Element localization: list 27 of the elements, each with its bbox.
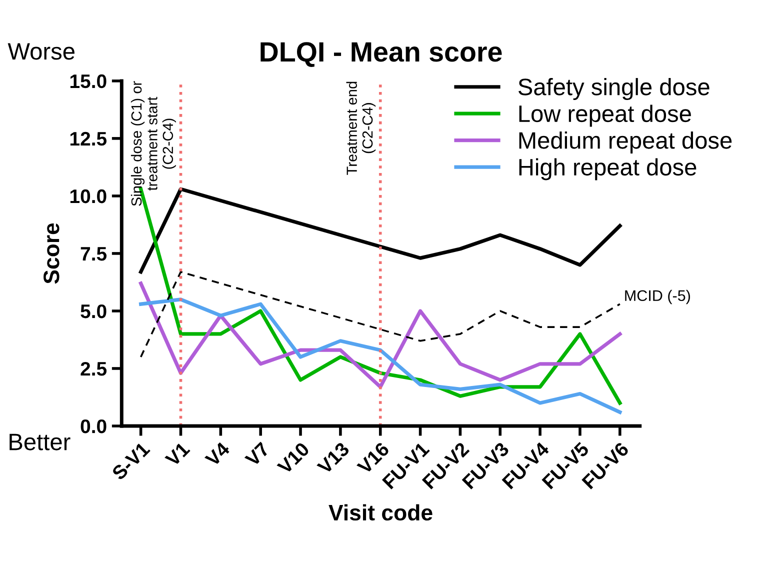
x-tick-label: V13 (316, 441, 350, 476)
x-tick-label: V10 (276, 442, 310, 476)
line-series (140, 270, 621, 358)
legend-label: High repeat dose (519, 158, 696, 180)
legend-label: Low repeat dose (519, 104, 691, 127)
y-tick-label: 10.0 (70, 189, 106, 204)
ref-line-label: Treatment end (C2-C4) (346, 82, 376, 175)
ref-line-label: Single dose (C1) or treatment start (C2-C4) (130, 81, 176, 206)
x-tick-label: V4 (204, 441, 231, 468)
series-label: MCID (-5) (625, 290, 690, 304)
chart-title: DLQI - Mean score (260, 42, 502, 67)
y-tick-label: 2.5 (80, 362, 107, 376)
y-tick-label: 12.5 (70, 132, 107, 146)
x-tick-label: V7 (244, 442, 270, 468)
y-axis-title: Score (44, 223, 60, 284)
x-tick-label: V1 (164, 441, 190, 468)
y-tick-label: 5.0 (80, 304, 106, 318)
line-series (139, 298, 622, 414)
legend-label: Safety single dose (518, 78, 710, 100)
y-tick-label: 7.5 (80, 247, 107, 261)
y-tick-label: 15.0 (70, 74, 106, 88)
x-axis-title: Visit code (328, 504, 432, 521)
legend-label: Medium repeat dose (519, 131, 732, 154)
text: Worse (8, 43, 74, 60)
y-tick-label: 0.0 (80, 419, 106, 434)
text: Better (10, 434, 70, 450)
line-series (139, 282, 622, 389)
